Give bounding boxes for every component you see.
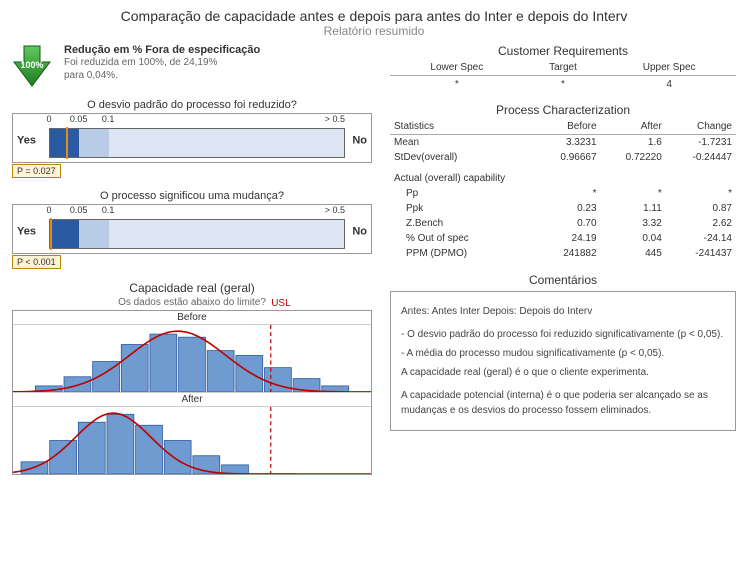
cap-row-label: Ppk	[390, 201, 535, 216]
req-h2: Upper Spec	[602, 60, 736, 76]
q2-title: O processo significou uma mudança?	[12, 190, 372, 202]
cap-group-header: Actual (overall) capability	[390, 165, 736, 186]
cap-row-label: Z.Bench	[390, 216, 535, 231]
cap-row-label: Pp	[390, 186, 535, 201]
characterization-table: Statistics Before After Change Mean3.323…	[390, 119, 736, 261]
stat-h3: Change	[666, 119, 736, 135]
comment-line: A capacidade potencial (interna) é o que…	[401, 388, 725, 418]
stat-row-label: StDev(overall)	[390, 150, 535, 165]
reduction-heading: Redução em % Fora de especificação	[64, 44, 260, 56]
q1-title: O desvio padrão do processo foi reduzido…	[12, 99, 372, 111]
req-v1: *	[524, 76, 603, 94]
q1-pvalue: P = 0.027	[12, 164, 61, 178]
comments-title: Comentários	[390, 273, 736, 287]
reduction-line1: Foi reduzida em 100%, de 24,19%	[64, 56, 260, 69]
capchart-title: Capacidade real (geral)	[12, 281, 372, 295]
capchart-subtitle: Os dados estão abaixo do limite?	[12, 297, 372, 308]
comments-box: Antes: Antes Inter Depois: Depois do Int…	[390, 291, 736, 431]
stat-row-label: Mean	[390, 135, 535, 151]
characterization-title: Process Characterization	[390, 103, 736, 117]
histogram-wrap: Before After	[12, 310, 372, 475]
q1-chart: 00.050.1> 0.5YesNo	[12, 113, 372, 163]
cap-row-label: PPM (DPMO)	[390, 246, 535, 261]
before-label: Before	[13, 311, 371, 324]
comment-line: Antes: Antes Inter Depois: Depois do Int…	[401, 304, 725, 319]
req-v2: 4	[602, 76, 736, 94]
stat-h1: Before	[535, 119, 600, 135]
cap-row-label: % Out of spec	[390, 231, 535, 246]
reduction-line2: para 0,04%.	[64, 69, 260, 82]
page-subtitle: Relatório resumido	[12, 24, 736, 38]
req-v0: *	[390, 76, 524, 94]
comment-line: - A média do processo mudou significativ…	[401, 346, 725, 361]
page-title: Comparação de capacidade antes e depois …	[12, 8, 736, 24]
comment-line: - O desvio padrão do processo foi reduzi…	[401, 327, 725, 342]
requirements-table: Lower Spec Target Upper Spec * * 4	[390, 60, 736, 93]
after-label: After	[13, 392, 371, 406]
after-histogram	[13, 406, 371, 474]
requirements-title: Customer Requirements	[390, 44, 736, 58]
q2-chart: 00.050.1> 0.5YesNo	[12, 204, 372, 254]
arrow-down-icon: 100%	[12, 44, 56, 91]
req-h1: Target	[524, 60, 603, 76]
comment-line: A capacidade real (geral) é o que o clie…	[401, 365, 725, 380]
usl-label: USL	[271, 298, 290, 309]
stat-h2: After	[601, 119, 666, 135]
stat-h0: Statistics	[390, 119, 535, 135]
req-h0: Lower Spec	[390, 60, 524, 76]
arrow-label: 100%	[20, 60, 43, 70]
q2-pvalue: P < 0.001	[12, 255, 61, 269]
before-histogram	[13, 324, 371, 392]
